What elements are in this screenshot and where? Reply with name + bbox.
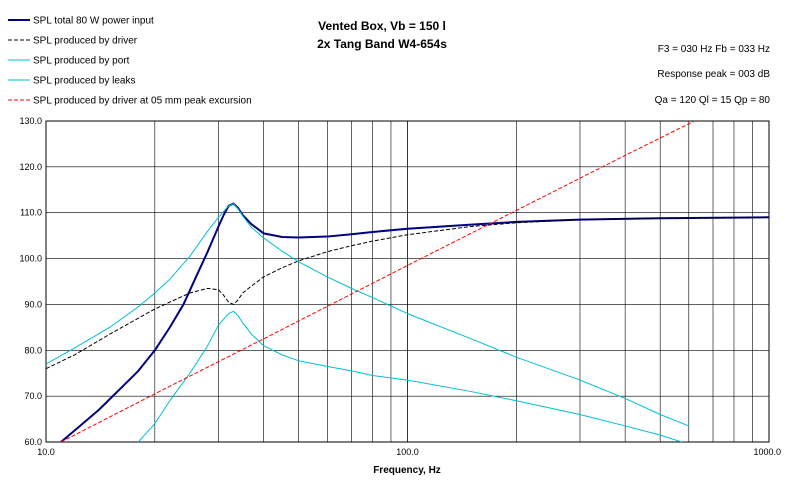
x-tick-label: 100.0 — [396, 447, 419, 457]
plot-frame — [45, 120, 770, 443]
y-tick-label: 120.0 — [19, 162, 42, 172]
series-line-1 — [60, 202, 769, 442]
y-tick-label: 80.0 — [24, 345, 42, 355]
y-tick-label: 110.0 — [20, 208, 42, 218]
x-tick-label: 10.0 — [37, 447, 55, 457]
legend: SPL total 80 W power input SPL produced b… — [8, 16, 252, 107]
series-line-2 — [46, 216, 769, 370]
series-line-3 — [137, 310, 684, 442]
legend-label-5: SPL produced by driver at 05 mm peak exc… — [33, 96, 252, 107]
annotation-q-values: Qa = 120 Ql = 15 Qp = 80 — [655, 95, 771, 106]
y-tick-label: 60.0 — [24, 437, 42, 447]
y-tick-label: 90.0 — [24, 299, 42, 309]
legend-label-3: SPL produced by port — [33, 56, 130, 67]
legend-label-4: SPL produced by leaks — [33, 76, 135, 87]
chart-subtitle: 2x Tang Band W4-654s — [317, 37, 447, 51]
annotation-f3-fb: F3 = 030 Hz Fb = 033 Hz — [658, 44, 770, 55]
grid — [46, 121, 769, 442]
y-tick-labels: 60.0 70.0 80.0 90.0 100.0 110.0 120.0 130.0 — [19, 116, 42, 447]
y-tick-label: 100.0 — [19, 254, 42, 264]
y-tick-label: 130.0 — [19, 116, 42, 126]
series-group — [46, 121, 769, 442]
x-axis-label: Frequency, Hz — [373, 465, 441, 476]
y-tick-label: 70.0 — [24, 391, 42, 401]
series-line-4 — [46, 203, 689, 427]
x-tick-labels: 10.0 100.0 1000.0 — [37, 447, 781, 457]
legend-label-1: SPL total 80 W power input — [33, 16, 154, 27]
x-tick-label: 1000.0 — [753, 447, 781, 457]
series-line-5 — [60, 121, 696, 442]
annotation-response-peak: Response peak = 003 dB — [657, 69, 770, 80]
legend-label-2: SPL produced by driver — [33, 36, 138, 47]
chart-title: Vented Box, Vb = 150 l — [318, 19, 446, 33]
